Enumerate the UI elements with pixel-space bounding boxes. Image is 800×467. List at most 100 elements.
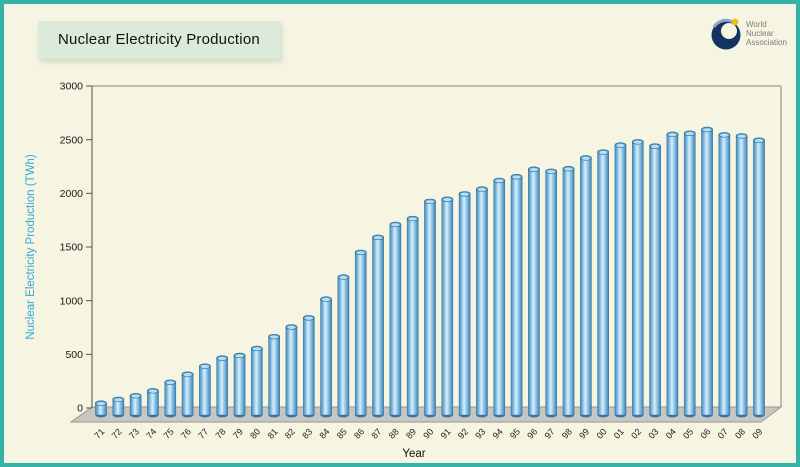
bar-cap-inner xyxy=(183,373,192,377)
bar-body xyxy=(389,224,402,416)
bar-cap-inner xyxy=(166,381,175,385)
x-tick-label: 99 xyxy=(577,427,591,441)
bar-1981 xyxy=(268,333,281,418)
bar-cap-inner xyxy=(252,347,262,351)
x-tick-label: 02 xyxy=(629,427,643,441)
bar-1909 xyxy=(753,137,765,418)
wna-logo: World Nuclear Association xyxy=(702,10,796,60)
bar-body xyxy=(320,298,332,416)
bar-body xyxy=(285,326,298,416)
x-tick-label: 94 xyxy=(491,427,505,441)
bar-1992 xyxy=(458,191,471,418)
bar-1986 xyxy=(354,249,367,418)
x-tick-label: 82 xyxy=(283,427,297,441)
x-tick-label: 87 xyxy=(369,427,383,441)
bar-cap-inner xyxy=(581,156,591,160)
bar-body xyxy=(406,218,419,416)
x-tick-label: 03 xyxy=(646,427,660,441)
x-tick-label: 88 xyxy=(387,427,401,441)
bar-cap-inner xyxy=(235,354,244,358)
bar-cap-inner xyxy=(477,187,487,192)
bar-1996 xyxy=(527,166,540,418)
bar-cap-inner xyxy=(269,335,279,339)
bar-1979 xyxy=(233,352,246,418)
x-tick-label: 06 xyxy=(698,427,712,441)
bar-body xyxy=(614,144,627,416)
x-tick-label: 95 xyxy=(508,427,522,441)
bar-cap-inner xyxy=(650,144,660,149)
y-tick-label: 0 xyxy=(77,403,83,415)
bar-cap-inner xyxy=(633,140,642,144)
x-tick-label: 98 xyxy=(560,427,574,441)
logo-sun-icon xyxy=(731,18,739,26)
bar-cap-inner xyxy=(598,150,608,155)
x-tick-label: 80 xyxy=(248,427,262,441)
bar-body xyxy=(302,317,315,416)
bar-cap-inner xyxy=(547,170,556,174)
x-tick-label: 93 xyxy=(473,427,487,441)
bar-cap-inner xyxy=(373,236,383,240)
x-tick-label: 71 xyxy=(92,427,106,441)
bar-body xyxy=(216,357,229,416)
bar-cap-inner xyxy=(564,167,573,171)
bar-cap-inner xyxy=(616,143,625,148)
bar-cap-inner xyxy=(321,297,331,302)
bar-body xyxy=(753,140,765,416)
x-tick-label: 05 xyxy=(681,427,695,441)
bar-cap-inner xyxy=(495,179,504,183)
bar-1905 xyxy=(683,130,696,418)
bar-1980 xyxy=(250,345,263,418)
bar-body xyxy=(129,395,142,416)
x-tick-label: 75 xyxy=(162,427,176,441)
bar-1990 xyxy=(424,198,436,418)
x-tick-label: 86 xyxy=(352,427,366,441)
bar-1908 xyxy=(735,133,748,418)
bar-1989 xyxy=(406,215,419,418)
bar-cap-inner xyxy=(148,389,158,393)
bar-1982 xyxy=(285,324,298,418)
bar-body xyxy=(545,171,558,416)
bar-1998 xyxy=(562,165,575,418)
bar-1976 xyxy=(181,371,194,418)
bar-body xyxy=(147,390,159,416)
x-tick-label: 85 xyxy=(335,427,349,441)
y-axis-ticks: 0 500 1000 1500 2000 2500 3000 xyxy=(60,81,92,415)
bar-cap-inner xyxy=(720,133,729,137)
x-tick-label: 91 xyxy=(439,427,453,441)
logo-text-line1: World xyxy=(746,20,767,29)
x-tick-label: 77 xyxy=(196,427,210,441)
bar-cap-inner xyxy=(529,168,539,172)
bar-cap-inner xyxy=(460,192,469,196)
x-tick-label: 74 xyxy=(144,427,158,441)
bar-1997 xyxy=(545,168,558,418)
bars-group xyxy=(95,126,765,418)
y-axis-title: Nuclear Electricity Production (TWh) xyxy=(25,154,37,339)
bar-1988 xyxy=(389,221,402,418)
x-tick-label: 00 xyxy=(594,427,608,441)
bar-body xyxy=(562,168,575,416)
bar-cap-inner xyxy=(356,251,365,255)
y-tick-label: 1000 xyxy=(60,295,84,307)
bar-1971 xyxy=(95,400,107,418)
bar-1978 xyxy=(216,355,229,418)
bar-1999 xyxy=(579,155,592,418)
bar-body xyxy=(528,169,540,416)
y-tick-label: 2000 xyxy=(60,188,84,200)
bar-cap-inner xyxy=(668,133,677,137)
wna-logo-icon: World Nuclear Association xyxy=(711,18,787,50)
x-tick-label: 04 xyxy=(664,427,678,441)
bar-body xyxy=(354,252,367,416)
bar-cap-inner xyxy=(218,356,227,361)
bar-body xyxy=(181,374,194,416)
x-axis-labels: 71 72 73 74 75 76 77 78 79 80 81 82 83 84 85 86 87 88 89 90… xyxy=(92,427,764,441)
y-tick-label: 1500 xyxy=(60,242,84,254)
bar-1977 xyxy=(198,363,211,418)
y-tick-label: 2500 xyxy=(60,134,84,146)
bar-body xyxy=(372,237,384,416)
bar-cap-inner xyxy=(408,217,417,221)
bar-1985 xyxy=(337,274,350,418)
bar-body xyxy=(337,276,350,416)
bar-1983 xyxy=(302,315,315,418)
bar-1975 xyxy=(164,379,177,418)
